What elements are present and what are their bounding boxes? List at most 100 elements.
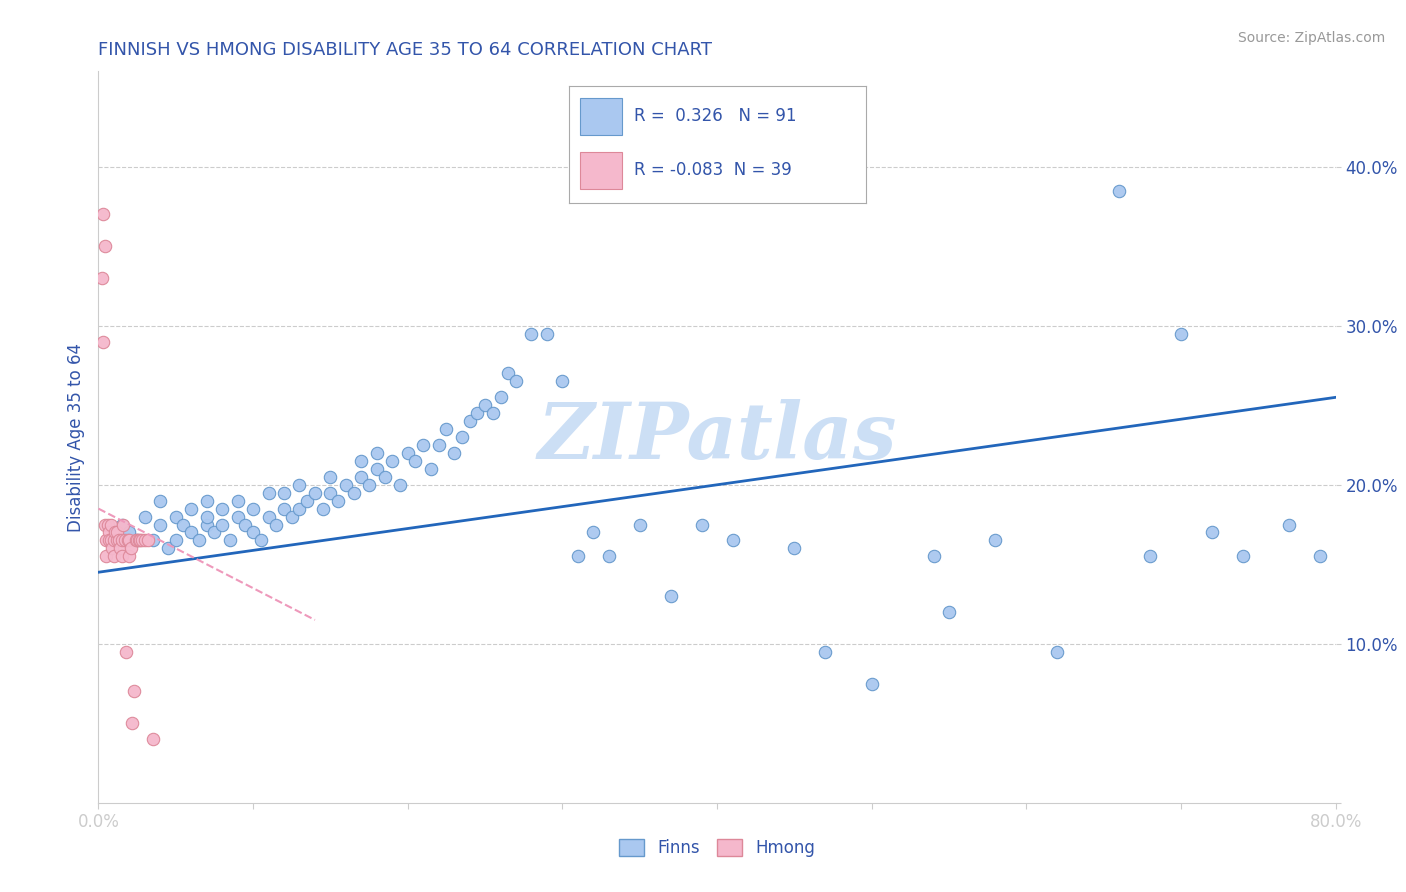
Point	[412, 438, 434, 452]
Point	[111, 517, 132, 532]
Point	[233, 517, 257, 532]
Point	[366, 462, 388, 476]
Point	[115, 645, 138, 659]
Point	[91, 334, 114, 349]
Point	[103, 533, 125, 548]
Point	[165, 533, 187, 548]
Point	[141, 732, 165, 747]
Point	[226, 493, 249, 508]
Point	[498, 367, 520, 381]
Point	[131, 533, 153, 548]
Point	[195, 509, 218, 524]
Point	[96, 549, 118, 564]
Point	[458, 414, 481, 428]
Point	[242, 501, 264, 516]
Point	[659, 589, 682, 603]
Point	[195, 493, 218, 508]
Point	[768, 120, 790, 134]
Y-axis label: Disability Age 35 to 64: Disability Age 35 to 64	[66, 343, 84, 532]
Point	[551, 375, 574, 389]
Point	[117, 533, 139, 548]
Point	[938, 605, 960, 619]
Point	[149, 517, 172, 532]
Point	[922, 549, 945, 564]
Point	[1139, 549, 1161, 564]
Point	[450, 430, 472, 444]
Point	[134, 509, 156, 524]
Point	[107, 533, 129, 548]
Point	[520, 326, 543, 341]
Point	[1201, 525, 1223, 540]
Point	[96, 533, 118, 548]
Point	[103, 549, 125, 564]
Point	[436, 422, 458, 436]
Point	[467, 406, 489, 420]
Point	[204, 525, 226, 540]
Point	[1108, 184, 1130, 198]
Point	[127, 533, 149, 548]
Point	[536, 326, 558, 341]
Point	[1170, 326, 1192, 341]
Point	[1309, 549, 1331, 564]
Point	[419, 462, 441, 476]
Point	[90, 271, 112, 285]
Point	[567, 549, 589, 564]
Point	[257, 485, 280, 500]
Point	[343, 485, 366, 500]
Point	[111, 549, 132, 564]
Point	[388, 477, 412, 491]
Point	[105, 525, 128, 540]
Point	[860, 676, 883, 690]
Point	[1232, 549, 1254, 564]
Point	[366, 446, 388, 460]
Point	[297, 493, 319, 508]
Point	[104, 525, 127, 540]
Point	[405, 454, 427, 468]
Point	[136, 533, 159, 548]
Point	[195, 517, 218, 532]
Point	[211, 517, 233, 532]
Point	[783, 541, 806, 556]
Point	[226, 509, 249, 524]
Point	[98, 525, 121, 540]
Point	[304, 485, 326, 500]
Point	[120, 541, 142, 556]
Point	[105, 533, 128, 548]
Point	[91, 207, 114, 221]
Point	[112, 517, 135, 532]
Point	[505, 375, 527, 389]
Point	[721, 533, 744, 548]
Point	[100, 533, 122, 548]
Point	[396, 446, 419, 460]
Point	[108, 541, 131, 556]
Point	[122, 684, 145, 698]
Point	[93, 517, 115, 532]
Text: FINNISH VS HMONG DISABILITY AGE 35 TO 64 CORRELATION CHART: FINNISH VS HMONG DISABILITY AGE 35 TO 64…	[98, 41, 713, 59]
Text: ZIPatlas: ZIPatlas	[537, 399, 897, 475]
Point	[180, 525, 202, 540]
Point	[335, 477, 357, 491]
Point	[114, 533, 136, 548]
Point	[250, 533, 273, 548]
Point	[264, 517, 288, 532]
Point	[141, 533, 165, 548]
Point	[118, 549, 141, 564]
Point	[1278, 517, 1301, 532]
Point	[149, 493, 172, 508]
Point	[326, 493, 350, 508]
Point	[118, 525, 141, 540]
Point	[281, 509, 304, 524]
Point	[211, 501, 233, 516]
Point	[165, 509, 187, 524]
Point	[443, 446, 465, 460]
Point	[127, 533, 149, 548]
Point	[489, 390, 512, 404]
Point	[598, 549, 620, 564]
Point	[97, 517, 120, 532]
Point	[1046, 645, 1069, 659]
Point	[111, 533, 132, 548]
Point	[690, 517, 713, 532]
Point	[319, 470, 342, 484]
Point	[312, 501, 335, 516]
Point	[100, 517, 122, 532]
